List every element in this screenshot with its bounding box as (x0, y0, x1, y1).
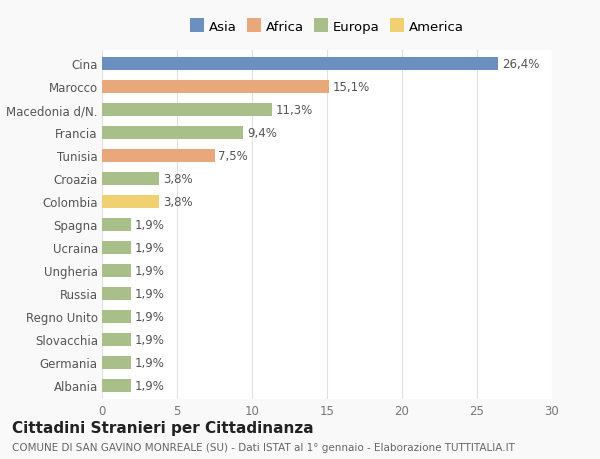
Bar (102, 264, 131, 277)
Bar (102, 58, 498, 71)
Bar (102, 241, 131, 254)
Text: Cittadini Stranieri per Cittadinanza: Cittadini Stranieri per Cittadinanza (12, 420, 314, 435)
Bar (102, 379, 131, 392)
Bar (102, 218, 131, 231)
Bar (102, 81, 329, 94)
Text: 1,9%: 1,9% (134, 264, 164, 277)
Text: 1,9%: 1,9% (134, 356, 164, 369)
Text: 15,1%: 15,1% (332, 81, 370, 94)
Text: 1,9%: 1,9% (134, 310, 164, 323)
Text: 1,9%: 1,9% (134, 287, 164, 300)
Text: 1,9%: 1,9% (134, 218, 164, 231)
Bar (102, 196, 159, 208)
Bar (102, 287, 131, 300)
Text: 9,4%: 9,4% (247, 127, 277, 140)
Bar (102, 333, 131, 346)
Text: 1,9%: 1,9% (134, 379, 164, 392)
Bar (102, 127, 243, 140)
Bar (102, 104, 271, 117)
Text: 3,8%: 3,8% (163, 173, 193, 185)
Bar (102, 356, 131, 369)
Text: 26,4%: 26,4% (502, 58, 539, 71)
Text: 1,9%: 1,9% (134, 241, 164, 254)
Bar (102, 173, 159, 185)
Text: COMUNE DI SAN GAVINO MONREALE (SU) - Dati ISTAT al 1° gennaio - Elaborazione TUT: COMUNE DI SAN GAVINO MONREALE (SU) - Dat… (12, 442, 515, 452)
Text: 3,8%: 3,8% (163, 196, 193, 208)
Legend: Asia, Africa, Europa, America: Asia, Africa, Europa, America (188, 18, 466, 37)
Bar (102, 150, 215, 162)
Text: 1,9%: 1,9% (134, 333, 164, 346)
Text: 7,5%: 7,5% (218, 150, 248, 162)
Bar (102, 310, 131, 323)
Text: 11,3%: 11,3% (275, 104, 313, 117)
